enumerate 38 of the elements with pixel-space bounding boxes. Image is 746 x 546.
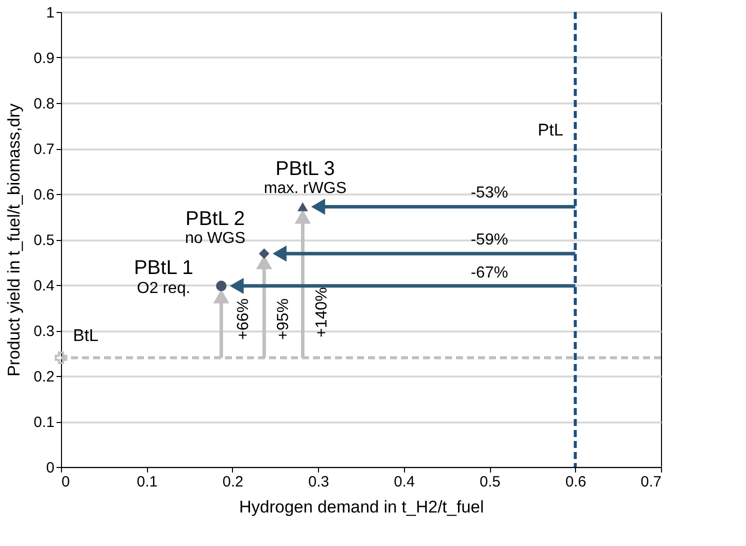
point bbox=[54, 352, 68, 364]
annotation: PBtL 3 bbox=[276, 158, 335, 180]
y-tick-label: 1 bbox=[46, 4, 54, 22]
annotation: +95% bbox=[275, 298, 292, 340]
y-tick-label: 0.1 bbox=[34, 414, 54, 431]
annotation: -53% bbox=[470, 184, 508, 202]
y-tick-label: 0.2 bbox=[34, 368, 54, 386]
x-tick-label: 0.7 bbox=[640, 474, 662, 490]
x-tick-label: 0.5 bbox=[480, 474, 500, 490]
annotation: +66% bbox=[234, 298, 252, 340]
y-tick-label: 0.3 bbox=[34, 323, 54, 340]
y-tick-label: 0.5 bbox=[34, 232, 54, 249]
x-axis-title: Hydrogen demand in t_H2/t_fuel bbox=[239, 498, 484, 516]
ref-line-label: PtL bbox=[538, 120, 564, 140]
annotation: O2 req. bbox=[136, 280, 190, 298]
x-tick-label: 0.1 bbox=[136, 474, 158, 490]
x-tick-label: 0 bbox=[62, 474, 70, 490]
y-tick-label: 0.4 bbox=[34, 278, 54, 294]
annotation: PBtL 2 bbox=[186, 208, 245, 230]
x-tick-label: 0.6 bbox=[565, 474, 586, 490]
annotation: +140% bbox=[313, 287, 330, 338]
x-tick-label: 0.4 bbox=[394, 474, 415, 490]
y-tick-label: 0.9 bbox=[34, 50, 54, 67]
annotation: max. rWGS bbox=[264, 180, 347, 198]
annotation: -67% bbox=[470, 264, 508, 282]
y-tick-label: 0.7 bbox=[34, 141, 54, 158]
x-tick-label: 0.2 bbox=[222, 474, 244, 490]
y-tick-label: 0.6 bbox=[34, 186, 54, 204]
x-tick-label: 0.3 bbox=[308, 474, 330, 490]
ref-line-label: BtL bbox=[73, 326, 99, 345]
point bbox=[297, 202, 308, 212]
annotation: -59% bbox=[470, 232, 508, 248]
y-axis-title: Product yield in t_fuel/t_biomass,dry bbox=[4, 102, 24, 377]
point bbox=[216, 280, 227, 292]
y-tick-label: 0 bbox=[46, 460, 54, 476]
annotation: PBtL 1 bbox=[134, 257, 194, 280]
y-tick-label: 0.8 bbox=[34, 96, 54, 112]
annotation: no WGS bbox=[184, 230, 246, 248]
